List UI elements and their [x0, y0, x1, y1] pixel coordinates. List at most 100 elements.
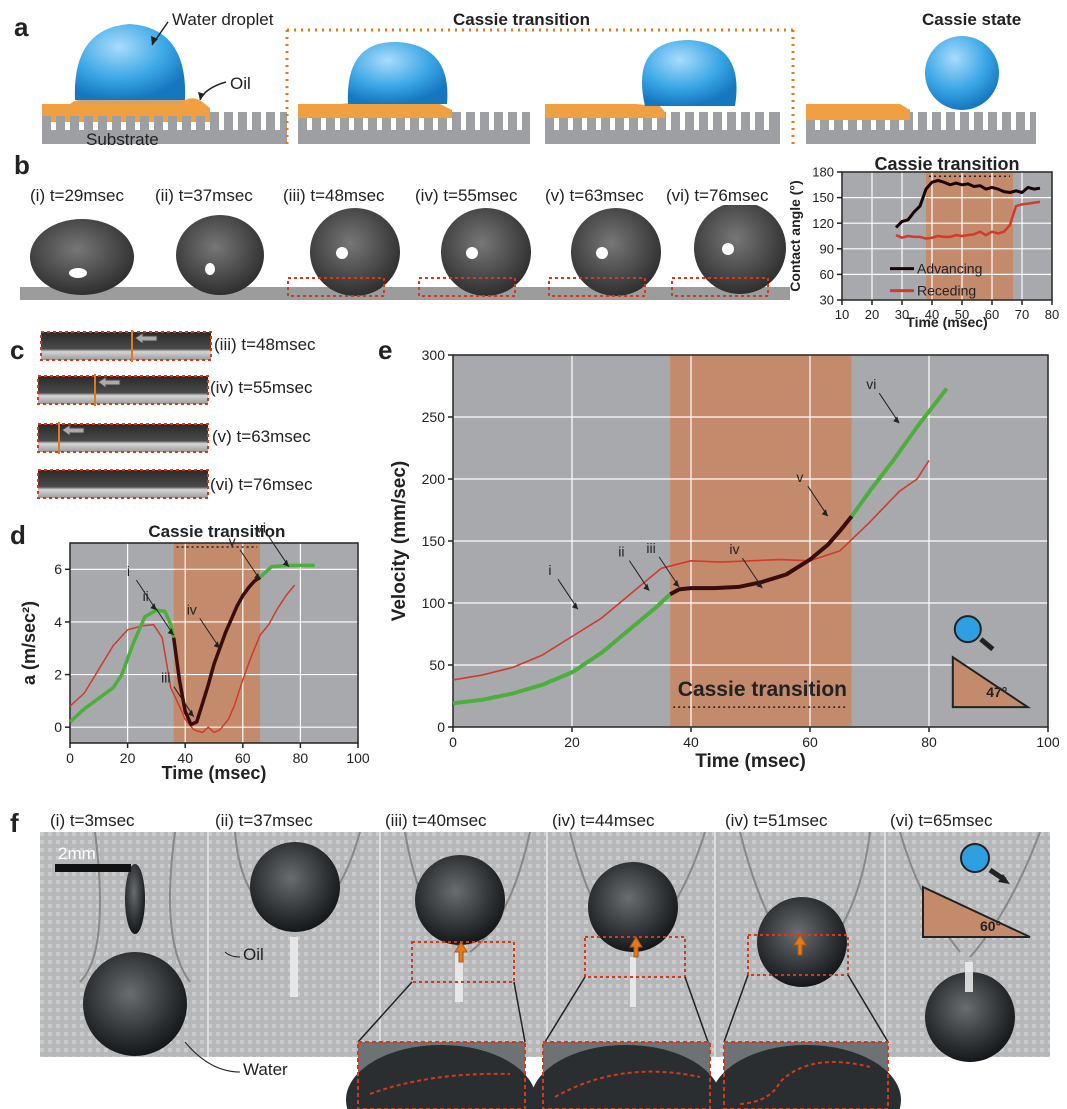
annotation-arrowhead [756, 581, 763, 589]
annotation-iii: iii [161, 670, 170, 686]
substrate-4 [806, 36, 1036, 144]
x-tick-label: 100 [1036, 734, 1060, 750]
frame-f-3: (iii) t=40msec [385, 811, 487, 830]
x-axis-label: Time (msec) [906, 314, 987, 330]
x-tick-label: 40 [177, 750, 193, 766]
frame-b-1: (i) t=29msec [30, 186, 124, 205]
frame-f-1: (i) t=3msec [50, 811, 135, 830]
y-axis-label: a (m/sec²) [19, 601, 39, 685]
scale-bar [55, 864, 131, 872]
velocity-chart: 0 20 40 60 80 100 0 50 100 150 200 250 300 Time (msec… [389, 347, 1060, 772]
contact-angle-chart: 10 20 30 40 50 60 70 80 30 60 90 120 150 180 Time (mse… [787, 154, 1059, 330]
x-axis-label: Time (msec) [162, 763, 267, 783]
water-label-f: Water [243, 1060, 288, 1079]
x-tick-label: 80 [921, 734, 937, 750]
series-green [68, 608, 176, 724]
panel-a-schematic [42, 21, 1036, 145]
y-tick-label: 180 [812, 165, 834, 180]
annotation-v: v [796, 469, 803, 485]
annotation-iv: iv [187, 601, 197, 617]
frame-c-2: (iv) t=55msec [210, 378, 313, 397]
panel-b-photos [20, 205, 790, 305]
y-tick-label: 100 [422, 595, 446, 611]
direction-arrow-icon [979, 637, 995, 652]
substrate-2 [298, 41, 530, 144]
annotation-vi: vi [256, 520, 266, 536]
x-tick-label: 10 [835, 307, 849, 322]
x-tick-label: 70 [1015, 307, 1029, 322]
frame-b-4: (iv) t=55msec [415, 186, 518, 205]
y-tick-label: 0 [54, 719, 62, 735]
annotation-arrowhead [167, 628, 174, 636]
scale-bar-label: 2mm [58, 844, 96, 863]
band-title: Cassie transition [678, 678, 847, 701]
y-tick-label: 150 [812, 190, 834, 205]
panel-label-c: c [10, 335, 25, 365]
x-tick-label: 50 [955, 307, 969, 322]
y-axis-label: Contact angle (°) [787, 180, 803, 291]
annotation-arrowhead [213, 641, 220, 649]
y-tick-label: 30 [820, 293, 834, 308]
annotation-arrowhead [282, 559, 289, 567]
frame-f-4: (iv) t=44msec [552, 811, 655, 830]
y-tick-label: 50 [429, 657, 445, 673]
x-tick-label: 60 [235, 750, 251, 766]
x-tick-label: 60 [802, 734, 818, 750]
y-tick-label: 120 [812, 216, 834, 231]
x-tick-label: 20 [120, 750, 136, 766]
y-tick-label: 250 [422, 409, 446, 425]
annotation-arrowhead [643, 583, 650, 591]
y-tick-label: 6 [54, 561, 62, 577]
frame-f-2: (ii) t=37msec [215, 811, 313, 830]
substrate-1 [42, 24, 287, 144]
x-tick-label: 60 [985, 307, 999, 322]
series-dark [171, 575, 262, 727]
y-tick-label: 200 [422, 471, 446, 487]
substrate-3 [545, 40, 780, 144]
incline-icon-f [922, 843, 1031, 938]
x-tick-label: 100 [346, 750, 370, 766]
x-tick-label: 0 [66, 750, 74, 766]
x-axis-label: Time (msec) [695, 751, 806, 772]
y-tick-label: 2 [54, 666, 62, 682]
plot-frame [841, 171, 1053, 301]
x-tick-label: 80 [293, 750, 309, 766]
legend-label: Receding [917, 283, 976, 299]
series-receding [895, 200, 1041, 240]
annotation-i: i [548, 562, 551, 578]
x-tick-label: 40 [925, 307, 939, 322]
panel-label-d: d [10, 520, 26, 550]
cassie-state-label: Cassie state [922, 10, 1022, 29]
annotation-arrowhead [187, 709, 194, 717]
panel-c-photos [37, 330, 212, 499]
x-tick-label: 80 [1045, 307, 1059, 322]
x-tick-label: 20 [865, 307, 879, 322]
frame-f-5: (iv) t=51msec [725, 811, 828, 830]
plot-frame [69, 542, 359, 744]
annotation-vi: vi [866, 376, 876, 392]
series-red [69, 584, 296, 734]
y-tick-label: 0 [437, 719, 445, 735]
y-tick-label: 90 [820, 241, 834, 256]
x-tick-label: 20 [564, 734, 580, 750]
incline-icon [951, 655, 1032, 709]
y-tick-label: 300 [422, 347, 446, 363]
panel-label-b: b [14, 150, 30, 180]
y-axis-label: Velocity (mm/sec) [389, 461, 410, 622]
cassie-bracket [285, 28, 795, 145]
annotation-iv: iv [729, 541, 739, 557]
chart-title: Cassie transition [874, 154, 1019, 174]
legend-label: Advancing [917, 261, 982, 277]
panel-f-photos [40, 832, 1050, 1109]
panel-label-a: a [14, 12, 29, 42]
annotation-ii: ii [143, 588, 149, 604]
water-droplet-label: Water droplet [172, 10, 274, 29]
frame-b-3: (iii) t=48msec [283, 186, 385, 205]
frame-b-5: (v) t=63msec [545, 186, 644, 205]
x-tick-label: 30 [895, 307, 909, 322]
annotation-i: i [127, 563, 130, 579]
y-tick-label: 60 [820, 267, 834, 282]
annotation-iii: iii [646, 540, 655, 556]
frame-f-6: (vi) t=65msec [890, 811, 993, 830]
